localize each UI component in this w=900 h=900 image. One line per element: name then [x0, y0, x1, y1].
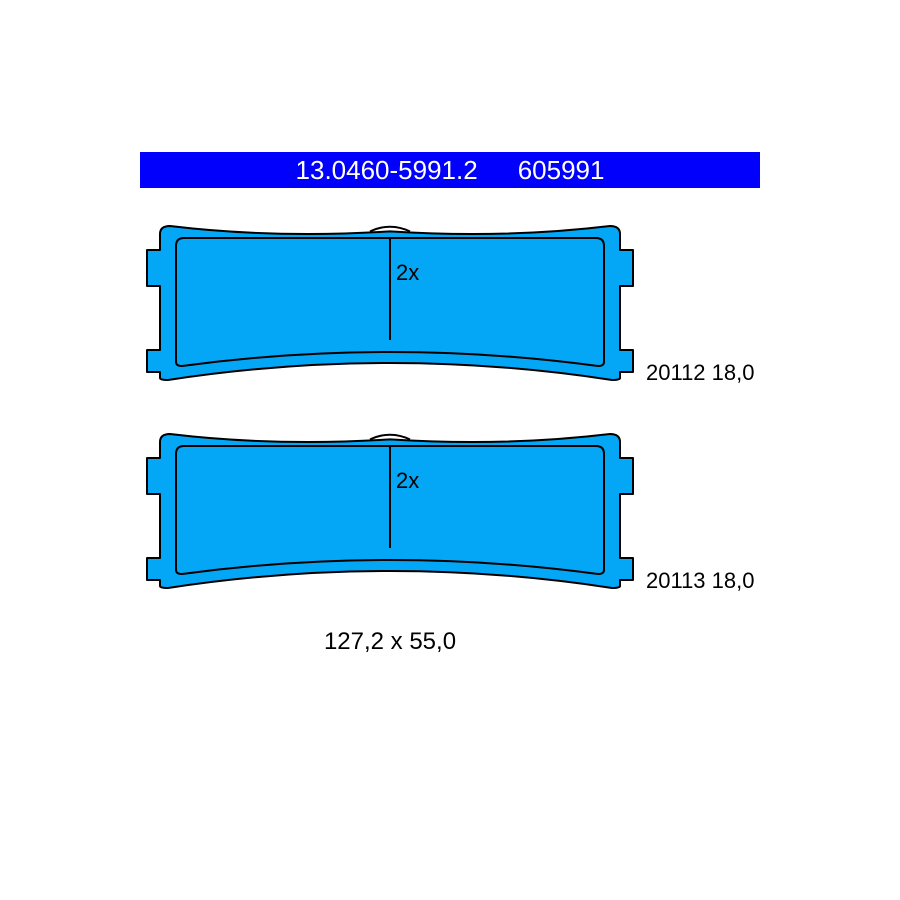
part-number-primary: 13.0460-5991.2 [296, 155, 478, 186]
dimensions-label: 127,2 x 55,0 [290, 628, 490, 656]
part-header-bar: 13.0460-5991.2 605991 [140, 152, 760, 188]
part-code-label-bottom: 20113 18,0 [646, 568, 754, 594]
quantity-label-bottom: 2x [396, 468, 419, 494]
quantity-label-top: 2x [396, 260, 419, 286]
brake-pad-top-svg [146, 212, 634, 392]
diagram-canvas: 13.0460-5991.2 605991 2x 20112 18,0 2x 2… [0, 0, 900, 900]
part-number-secondary: 605991 [518, 155, 605, 186]
brake-pad-bottom-svg [146, 420, 634, 600]
part-code-label-top: 20112 18,0 [646, 360, 754, 386]
